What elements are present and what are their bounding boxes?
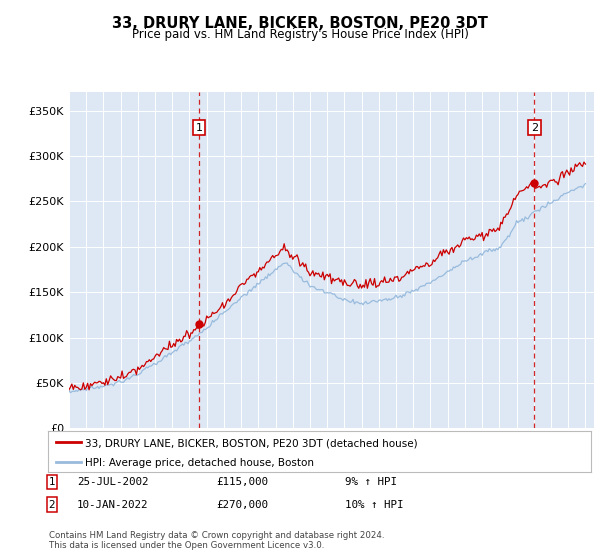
Text: 33, DRURY LANE, BICKER, BOSTON, PE20 3DT: 33, DRURY LANE, BICKER, BOSTON, PE20 3DT [112, 16, 488, 31]
Text: 25-JUL-2002: 25-JUL-2002 [77, 477, 148, 487]
Text: 2: 2 [49, 500, 55, 510]
Text: 10-JAN-2022: 10-JAN-2022 [77, 500, 148, 510]
Text: 1: 1 [196, 123, 203, 133]
Text: £115,000: £115,000 [216, 477, 268, 487]
Text: 1: 1 [49, 477, 55, 487]
Text: Price paid vs. HM Land Registry's House Price Index (HPI): Price paid vs. HM Land Registry's House … [131, 28, 469, 41]
Text: HPI: Average price, detached house, Boston: HPI: Average price, detached house, Bost… [85, 459, 314, 469]
Text: Contains HM Land Registry data © Crown copyright and database right 2024.
This d: Contains HM Land Registry data © Crown c… [49, 531, 384, 550]
Text: 33, DRURY LANE, BICKER, BOSTON, PE20 3DT (detached house): 33, DRURY LANE, BICKER, BOSTON, PE20 3DT… [85, 438, 418, 449]
Text: 2: 2 [531, 123, 538, 133]
Text: 10% ↑ HPI: 10% ↑ HPI [345, 500, 404, 510]
Text: £270,000: £270,000 [216, 500, 268, 510]
Text: 9% ↑ HPI: 9% ↑ HPI [345, 477, 397, 487]
